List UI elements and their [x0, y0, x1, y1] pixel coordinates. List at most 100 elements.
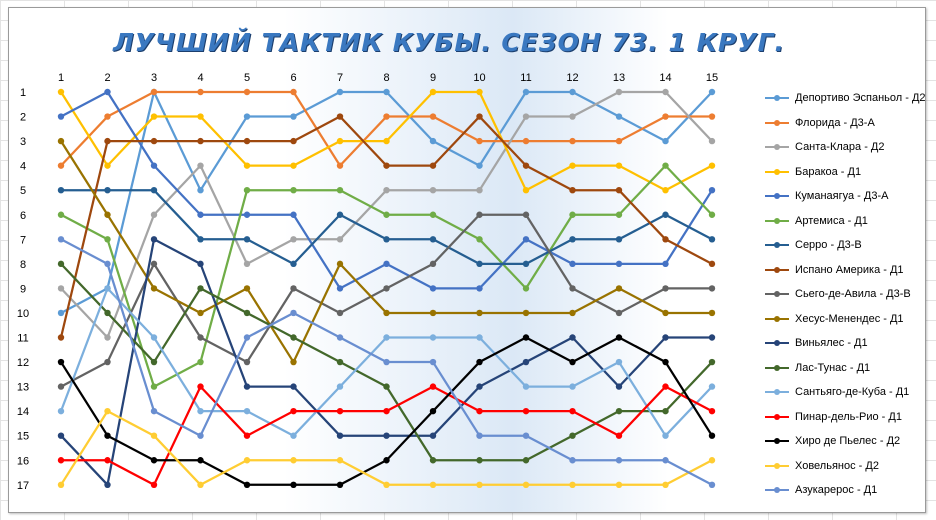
series-point: [708, 358, 716, 366]
series-point: [662, 383, 669, 390]
series-point: [290, 334, 297, 341]
series-point: [243, 285, 251, 292]
series-point: [522, 285, 530, 292]
y-tick-label: 2: [20, 112, 26, 124]
legend-swatch: [765, 265, 789, 275]
legend-label: Лас-Тунас - Д1: [795, 361, 871, 374]
series-point: [569, 432, 576, 439]
series-point: [662, 211, 669, 218]
series-point: [569, 137, 576, 145]
x-tick-label: 10: [473, 72, 485, 84]
series-point: [336, 457, 344, 464]
legend-swatch: [765, 338, 789, 348]
series-point: [383, 88, 390, 96]
series-point: [476, 187, 483, 194]
series-point: [197, 162, 204, 169]
legend-swatch: [765, 363, 789, 373]
legend-label: Артемиса - Д1: [795, 214, 868, 227]
series-point: [243, 187, 251, 194]
series-point: [522, 309, 530, 317]
series-point: [197, 187, 204, 194]
series-point: [708, 481, 716, 488]
series-point: [476, 236, 483, 243]
series-point: [336, 113, 344, 120]
series-point: [569, 88, 576, 96]
series-point: [243, 432, 251, 439]
series-point: [429, 407, 437, 415]
series-point: [104, 187, 111, 194]
series-point: [290, 113, 297, 120]
series-point: [476, 137, 483, 145]
series-point: [197, 407, 204, 415]
series-point: [569, 162, 576, 169]
series-point: [569, 260, 576, 268]
series-point: [336, 309, 344, 317]
legend-swatch: [765, 485, 789, 495]
y-tick-label: 15: [17, 431, 29, 443]
series-point: [383, 407, 390, 415]
series-point: [708, 309, 716, 317]
series-point: [150, 88, 158, 96]
series-point: [383, 260, 390, 268]
series-point: [57, 162, 65, 169]
series-point: [522, 211, 530, 218]
legend-swatch: [765, 387, 789, 397]
series-point: [708, 432, 716, 439]
legend-item: Куманаягуа - Д3-А: [765, 184, 935, 209]
series-point: [197, 137, 204, 145]
series-point: [708, 187, 716, 194]
series-point: [708, 407, 716, 415]
series-point: [662, 358, 669, 366]
series-point: [662, 457, 669, 464]
series-point: [243, 137, 251, 145]
series-point: [197, 358, 204, 366]
series-point: [104, 162, 111, 169]
series-point: [708, 285, 716, 292]
series-point: [150, 137, 158, 145]
series-point: [243, 88, 251, 96]
series-point: [569, 187, 576, 194]
series-point: [336, 187, 344, 194]
legend-swatch: [765, 191, 789, 201]
series-point: [569, 211, 576, 218]
series-point: [522, 432, 530, 439]
series-point: [429, 236, 437, 243]
series-point: [104, 260, 111, 268]
series-point: [476, 334, 483, 341]
series-point: [708, 137, 716, 145]
legend-item: Испано Америка - Д1: [765, 258, 935, 283]
series-point: [383, 383, 390, 390]
x-tick-label: 12: [566, 72, 578, 84]
legend-item: Серро - Д3-В: [765, 233, 935, 258]
series-point: [429, 481, 437, 488]
series-point: [336, 285, 344, 292]
series-line: [60, 140, 712, 364]
series-point: [615, 236, 623, 243]
series-point: [662, 260, 669, 268]
legend-swatch: [765, 436, 789, 446]
series-point: [243, 309, 251, 317]
legend-swatch: [765, 289, 789, 299]
series-point: [290, 432, 297, 439]
series-point: [383, 481, 390, 488]
series-point: [708, 162, 716, 169]
series-point: [290, 457, 297, 464]
x-tick-label: 15: [706, 72, 718, 84]
series-point: [708, 334, 716, 341]
legend-item: Сьего-де-Авила - Д3-В: [765, 282, 935, 307]
series-point: [383, 358, 390, 366]
series-point: [522, 407, 530, 415]
series-point: [615, 309, 623, 317]
series-point: [429, 358, 437, 366]
series-point: [197, 457, 204, 464]
series-point: [429, 162, 437, 169]
series-point: [197, 334, 204, 341]
series-point: [243, 383, 251, 390]
series-point: [290, 137, 297, 145]
series-point: [383, 285, 390, 292]
series-point: [290, 358, 297, 366]
y-tick-label: 16: [17, 455, 29, 467]
legend-item: Виньялес - Д1: [765, 331, 935, 356]
series-point: [662, 88, 669, 96]
